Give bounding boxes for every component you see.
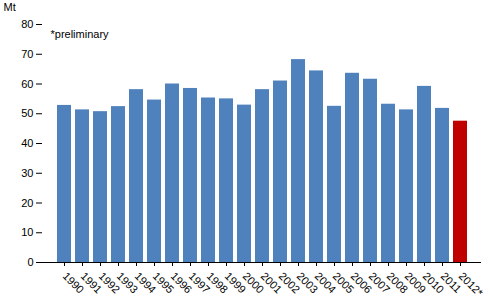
svg-text:1995: 1995 (150, 269, 177, 296)
svg-text:1994: 1994 (132, 269, 159, 296)
svg-text:2007: 2007 (366, 269, 393, 296)
svg-text:60: 60 (21, 78, 33, 90)
svg-text:2009: 2009 (402, 269, 429, 296)
svg-text:Mt: Mt (4, 1, 16, 13)
svg-text:1998: 1998 (204, 269, 231, 296)
svg-text:2004: 2004 (312, 269, 339, 296)
svg-text:80: 80 (21, 18, 33, 30)
svg-text:50: 50 (21, 107, 33, 119)
svg-text:30: 30 (21, 167, 33, 179)
svg-text:1996: 1996 (168, 269, 195, 296)
svg-text:20: 20 (21, 197, 33, 209)
svg-text:2000: 2000 (240, 269, 267, 296)
svg-text:2006: 2006 (348, 269, 375, 296)
svg-text:1997: 1997 (186, 269, 213, 296)
svg-text:1999: 1999 (222, 269, 249, 296)
svg-text:1990: 1990 (60, 269, 87, 296)
svg-text:2001: 2001 (258, 269, 285, 296)
svg-text:1993: 1993 (114, 269, 141, 296)
svg-text:2010: 2010 (420, 269, 447, 296)
svg-text:2011: 2011 (438, 269, 464, 295)
svg-text:2005: 2005 (330, 269, 357, 296)
svg-text:1992: 1992 (96, 269, 123, 296)
svg-text:0: 0 (27, 256, 33, 268)
svg-text:2012*: 2012* (457, 270, 486, 299)
svg-text:2003: 2003 (294, 269, 321, 296)
svg-text:*preliminary: *preliminary (51, 28, 110, 40)
svg-text:1991: 1991 (78, 269, 105, 296)
svg-text:2008: 2008 (384, 269, 411, 296)
svg-text:10: 10 (21, 226, 33, 238)
svg-text:70: 70 (21, 48, 33, 60)
svg-text:2002: 2002 (276, 269, 303, 296)
svg-text:40: 40 (21, 137, 33, 149)
